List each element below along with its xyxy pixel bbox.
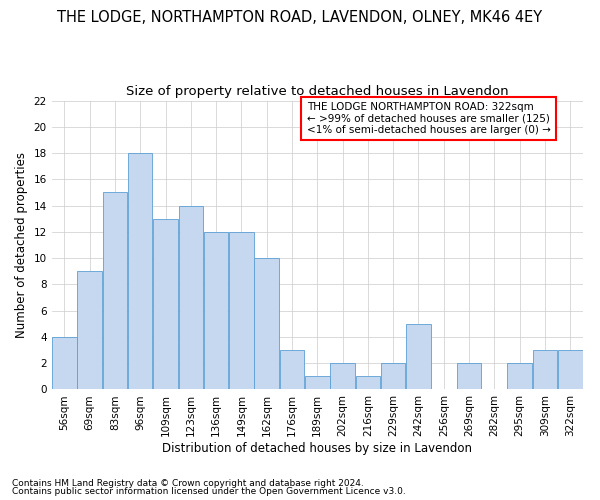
Bar <box>406 324 431 390</box>
Bar <box>77 272 102 390</box>
Bar <box>128 153 152 390</box>
Bar <box>179 206 203 390</box>
Bar <box>153 218 178 390</box>
Bar <box>558 350 583 390</box>
Bar <box>381 363 406 390</box>
Bar <box>103 192 127 390</box>
Text: Contains HM Land Registry data © Crown copyright and database right 2024.: Contains HM Land Registry data © Crown c… <box>12 478 364 488</box>
Bar <box>305 376 329 390</box>
Text: THE LODGE, NORTHAMPTON ROAD, LAVENDON, OLNEY, MK46 4EY: THE LODGE, NORTHAMPTON ROAD, LAVENDON, O… <box>58 10 542 25</box>
Text: THE LODGE NORTHAMPTON ROAD: 322sqm
← >99% of detached houses are smaller (125)
<: THE LODGE NORTHAMPTON ROAD: 322sqm ← >99… <box>307 102 551 135</box>
Y-axis label: Number of detached properties: Number of detached properties <box>15 152 28 338</box>
Bar <box>254 258 279 390</box>
Bar <box>204 232 229 390</box>
Bar <box>52 337 77 390</box>
Bar <box>356 376 380 390</box>
Bar <box>280 350 304 390</box>
Title: Size of property relative to detached houses in Lavendon: Size of property relative to detached ho… <box>126 85 509 98</box>
Bar <box>331 363 355 390</box>
X-axis label: Distribution of detached houses by size in Lavendon: Distribution of detached houses by size … <box>162 442 472 455</box>
Bar <box>457 363 481 390</box>
Bar <box>533 350 557 390</box>
Bar <box>508 363 532 390</box>
Text: Contains public sector information licensed under the Open Government Licence v3: Contains public sector information licen… <box>12 487 406 496</box>
Bar <box>229 232 254 390</box>
